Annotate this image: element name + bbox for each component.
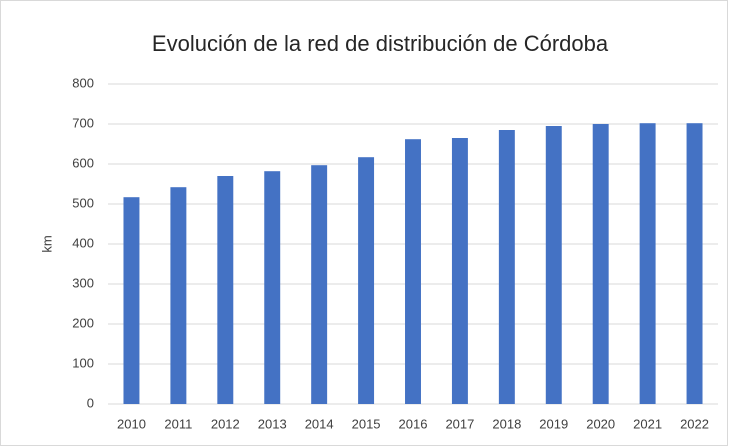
bar bbox=[264, 171, 281, 404]
x-tick-label: 2016 bbox=[399, 416, 428, 431]
bar bbox=[592, 124, 609, 404]
x-tick-label: 2013 bbox=[258, 416, 287, 431]
bar bbox=[451, 138, 468, 404]
bar bbox=[405, 139, 421, 404]
y-tick-label: 500 bbox=[72, 195, 94, 210]
y-tick-label: 800 bbox=[72, 75, 94, 90]
x-tick-label: 2018 bbox=[492, 416, 521, 431]
y-tick-label: 600 bbox=[72, 155, 94, 170]
x-tick-label: 2020 bbox=[586, 416, 615, 431]
chart-title: Evolución de la red de distribución de C… bbox=[152, 31, 609, 56]
bar bbox=[639, 123, 656, 404]
bar bbox=[545, 126, 562, 404]
y-tick-label: 100 bbox=[72, 355, 94, 370]
bar bbox=[686, 123, 703, 404]
bar bbox=[170, 187, 187, 404]
bar bbox=[123, 197, 140, 404]
x-tick-label: 2014 bbox=[305, 416, 334, 431]
y-tick-label: 300 bbox=[72, 275, 94, 290]
y-tick-label: 0 bbox=[87, 395, 94, 410]
x-tick-label: 2012 bbox=[211, 416, 240, 431]
y-axis-label: km bbox=[39, 235, 54, 252]
x-tick-label: 2015 bbox=[352, 416, 381, 431]
bar bbox=[498, 130, 515, 404]
y-tick-label: 400 bbox=[72, 235, 94, 250]
bar bbox=[217, 176, 234, 404]
x-tick-label: 2019 bbox=[539, 416, 568, 431]
y-tick-label: 200 bbox=[72, 315, 94, 330]
x-tick-label: 2021 bbox=[633, 416, 662, 431]
bar bbox=[358, 157, 375, 404]
bar bbox=[311, 165, 328, 404]
y-tick-label: 700 bbox=[72, 115, 94, 130]
x-tick-label: 2022 bbox=[680, 416, 709, 431]
x-tick-label: 2010 bbox=[117, 416, 146, 431]
x-tick-label: 2017 bbox=[445, 416, 474, 431]
x-tick-label: 2011 bbox=[164, 416, 192, 431]
